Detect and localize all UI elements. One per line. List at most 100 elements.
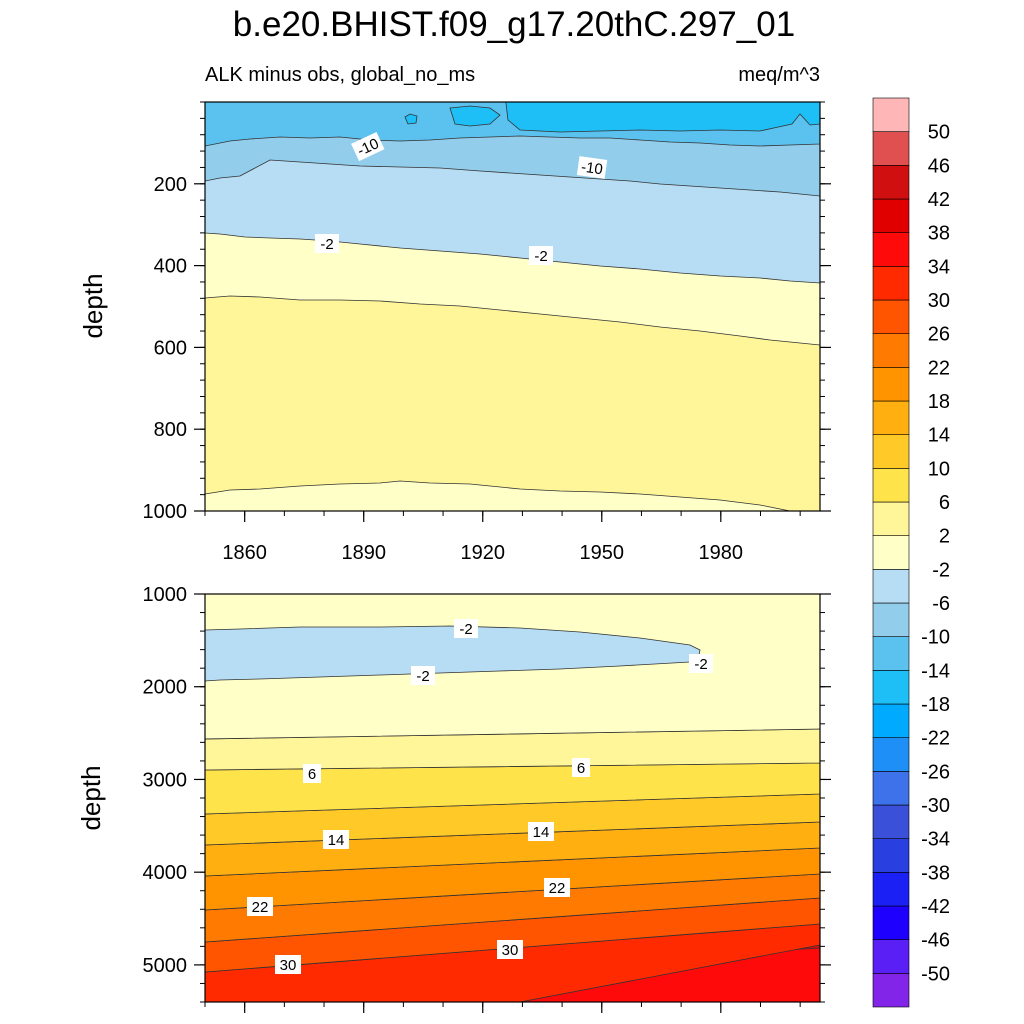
colorbar-swatch	[872, 333, 910, 368]
contour-label-bottom-10: 30	[275, 955, 301, 974]
colorbar-label: 14	[928, 425, 950, 447]
y-tick-label: 600	[154, 337, 187, 359]
x-tick-label: 1890	[341, 542, 386, 564]
colorbar-swatch	[872, 299, 910, 334]
contour-label-bottom-2: -2	[411, 666, 435, 685]
colorbar-swatch	[872, 771, 910, 806]
colorbar-swatch	[872, 400, 910, 435]
contour-label-text: -2	[459, 621, 472, 638]
subtitle-left: ALK minus obs, global_no_ms	[205, 64, 475, 86]
contour-label-bottom-3: -2	[689, 654, 713, 673]
contour-label-text: 14	[533, 824, 550, 841]
colorbar: -50-46-42-38-34-30-26-22-18-14-10-6-2261…	[872, 97, 950, 1008]
x-tick-label: 1980	[699, 542, 744, 564]
contour-label-text: -2	[320, 236, 333, 253]
colorbar-label: -2	[932, 559, 950, 581]
colorbar-label: 2	[939, 526, 950, 548]
colorbar-label: -10	[921, 627, 950, 649]
colorbar-label: -46	[921, 930, 950, 952]
colorbar-swatch	[872, 670, 910, 705]
colorbar-label: -26	[921, 761, 950, 783]
colorbar-label: 22	[928, 357, 950, 379]
colorbar-label: -14	[921, 660, 950, 682]
contour-label-top-4: -2	[529, 246, 553, 265]
colorbar-swatch	[872, 939, 910, 974]
contour-label-text: 6	[577, 760, 585, 777]
x-tick-label: 1860	[222, 542, 267, 564]
colorbar-label: 6	[939, 492, 950, 514]
blob-minus14-a	[404, 113, 418, 125]
colorbar-swatch	[872, 468, 910, 503]
bottom-y-label: depth	[76, 765, 106, 830]
colorbar-swatch	[872, 636, 910, 671]
contour-label-bottom-5: 6	[572, 758, 590, 777]
contour-label-bottom-7: 14	[528, 822, 554, 841]
bottom-panel-contours	[205, 594, 820, 1002]
colorbar-swatch	[872, 367, 910, 402]
top-y-axis: 200 400 600 800 1000	[143, 101, 831, 523]
colorbar-label: 46	[928, 155, 950, 177]
colorbar-swatch	[872, 838, 910, 873]
colorbar-label: 42	[928, 189, 950, 211]
colorbar-label: -42	[921, 896, 950, 918]
contour-label-text: 30	[280, 957, 297, 974]
top-x-axis: 1860 1890 1920 1950 1980	[204, 511, 801, 564]
colorbar-swatch	[872, 232, 910, 267]
contour-label-bottom-9: 22	[544, 878, 570, 897]
chart-title: b.e20.BHIST.f09_g17.20thC.297_01	[233, 5, 795, 44]
colorbar-label: -30	[921, 795, 950, 817]
y-tick-label: 200	[154, 174, 187, 196]
x-tick-label: 1950	[580, 542, 625, 564]
contour-label-text: -2	[694, 656, 707, 673]
contour-label-text: 22	[549, 880, 566, 897]
colorbar-swatch	[872, 569, 910, 604]
colorbar-swatch	[872, 737, 910, 772]
y-tick-label: 3000	[143, 769, 188, 791]
colorbar-swatch	[872, 97, 910, 132]
colorbar-swatch	[872, 703, 910, 738]
top-panel-contours	[205, 102, 820, 511]
colorbar-label: 26	[928, 324, 950, 346]
colorbar-label: 18	[928, 391, 950, 413]
colorbar-label: -18	[921, 694, 950, 716]
colorbar-label: -38	[921, 862, 950, 884]
y-tick-label: 4000	[143, 862, 188, 884]
top-panel: 200 400 600 800 1000 1860 1890 1920 1950 1980 de…	[78, 101, 831, 564]
colorbar-swatch	[872, 266, 910, 301]
contour-label-text: -10	[580, 159, 604, 179]
y-tick-label: 2000	[143, 677, 188, 699]
colorbar-swatch	[872, 434, 910, 469]
bottom-x-axis	[204, 1002, 801, 1013]
top-y-label: depth	[78, 273, 108, 338]
colorbar-swatch	[872, 131, 910, 166]
y-tick-label: 5000	[143, 955, 188, 977]
band-minus2-to-2-bottom	[205, 480, 820, 511]
colorbar-label: -22	[921, 728, 950, 750]
contour-label-bottom-1: -2	[454, 619, 478, 638]
bottom-y-axis: 1000 2000 3000 4000 5000	[143, 584, 831, 1003]
colorbar-swatch	[872, 501, 910, 536]
colorbar-swatch	[872, 905, 910, 940]
colorbar-label: 30	[928, 290, 950, 312]
top-panel-frame	[204, 101, 821, 512]
contour-label-top-2: -10	[576, 156, 608, 179]
x-tick-label: 1920	[460, 542, 505, 564]
colorbar-label: 10	[928, 458, 950, 480]
contour-label-text: -2	[534, 248, 547, 265]
y-tick-label: 1000	[143, 584, 188, 606]
colorbar-swatch	[872, 165, 910, 200]
colorbar-label: 34	[928, 256, 950, 278]
colorbar-swatch	[872, 973, 910, 1008]
contour-label-bottom-6: 14	[323, 830, 349, 849]
band-minus18-to-minus14	[505, 102, 820, 133]
contour-label-text: -2	[416, 668, 429, 685]
contour-label-text: 30	[502, 942, 519, 959]
y-tick-label: 400	[154, 256, 187, 278]
contour-label-bottom-4: 6	[303, 764, 321, 783]
contour-label-top-3: -2	[315, 234, 339, 253]
y-tick-label: 800	[154, 419, 187, 441]
contour-label-text: 22	[252, 899, 269, 916]
colorbar-label: -6	[932, 593, 950, 615]
